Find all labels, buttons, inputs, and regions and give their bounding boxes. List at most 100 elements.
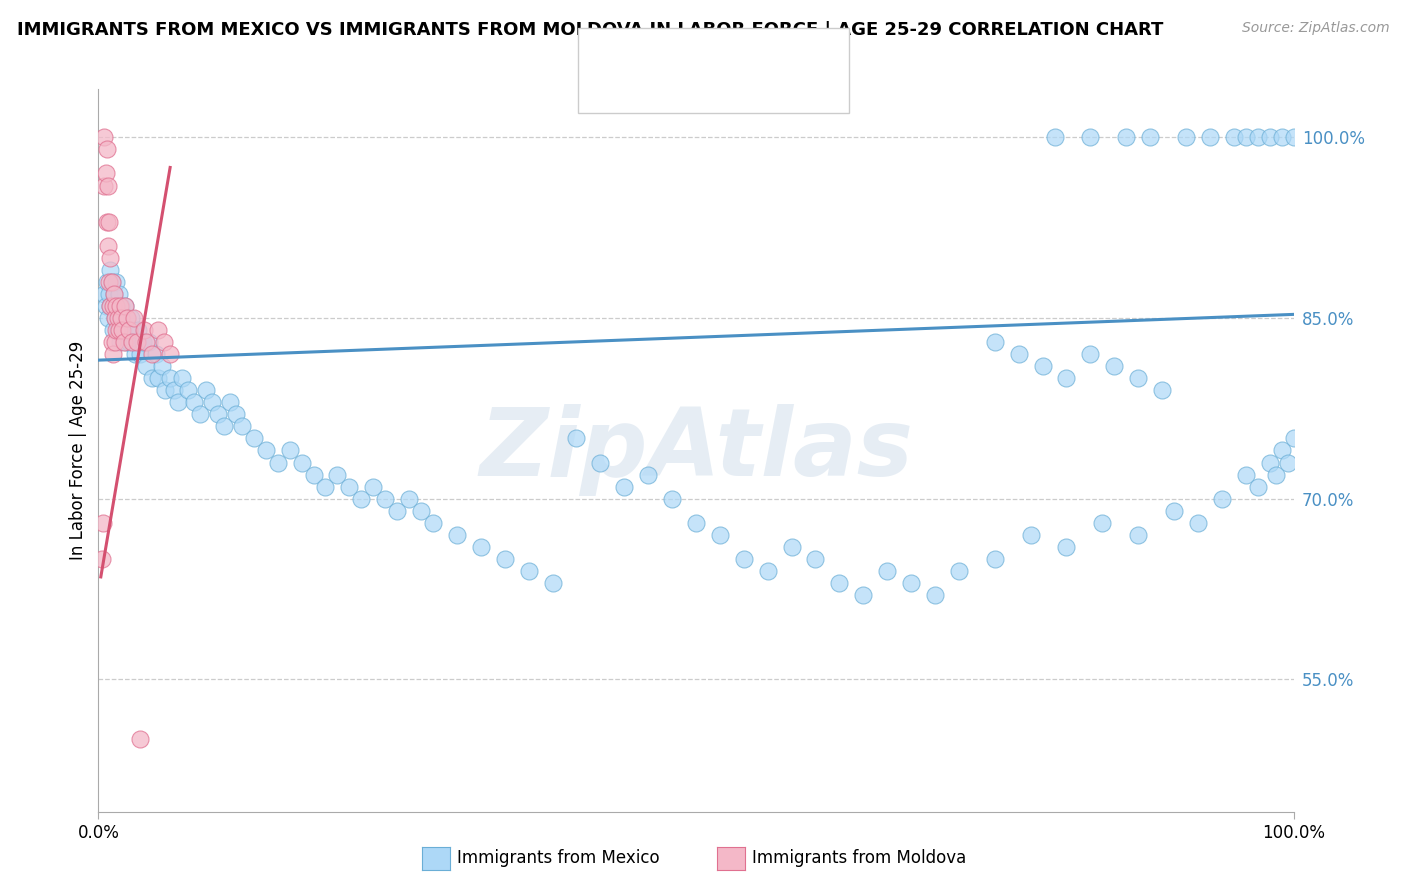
Point xyxy=(685,516,707,530)
Point xyxy=(150,359,173,373)
Point xyxy=(93,178,115,193)
Point xyxy=(104,311,127,326)
Point xyxy=(138,335,160,350)
Point xyxy=(1271,443,1294,458)
Point xyxy=(98,251,122,265)
Text: R =  0.513   N =  41: R = 0.513 N = 41 xyxy=(631,70,799,88)
Point xyxy=(1247,130,1270,145)
Point xyxy=(326,467,349,482)
Point xyxy=(101,323,124,337)
Point xyxy=(101,347,124,361)
Point xyxy=(1115,130,1137,145)
Point xyxy=(589,456,612,470)
Text: IMMIGRANTS FROM MEXICO VS IMMIGRANTS FROM MOLDOVA IN LABOR FORCE | AGE 25-29 COR: IMMIGRANTS FROM MEXICO VS IMMIGRANTS FRO… xyxy=(17,21,1163,38)
Point xyxy=(780,540,803,554)
Point xyxy=(254,443,277,458)
Point xyxy=(93,287,115,301)
Point xyxy=(121,335,143,350)
Y-axis label: In Labor Force | Age 25-29: In Labor Force | Age 25-29 xyxy=(69,341,87,560)
Text: R = 0.087   N = 126: R = 0.087 N = 126 xyxy=(631,43,799,61)
Point xyxy=(517,564,540,578)
Point xyxy=(110,311,132,326)
Point xyxy=(118,335,141,350)
Point xyxy=(1019,528,1042,542)
Point xyxy=(105,323,128,337)
Point xyxy=(398,491,420,506)
Point xyxy=(1080,347,1102,361)
Point xyxy=(132,323,155,337)
Point xyxy=(1128,528,1150,542)
Point xyxy=(148,371,170,385)
Point xyxy=(1104,359,1126,373)
Point xyxy=(108,335,131,350)
Point xyxy=(733,551,755,566)
Point xyxy=(1199,130,1222,145)
Point xyxy=(105,299,128,313)
Point xyxy=(94,166,117,180)
Point xyxy=(828,576,851,591)
Point xyxy=(278,443,301,458)
Point xyxy=(129,732,152,747)
Point xyxy=(291,456,314,470)
Point xyxy=(565,432,588,446)
Point xyxy=(103,287,125,301)
Point xyxy=(1247,480,1270,494)
Point xyxy=(1277,456,1299,470)
Point xyxy=(1258,130,1281,145)
Point xyxy=(1056,371,1078,385)
Point xyxy=(98,214,121,228)
Point xyxy=(231,419,253,434)
Point xyxy=(127,323,149,337)
Point xyxy=(98,287,121,301)
Point xyxy=(131,335,153,350)
Point xyxy=(1223,130,1246,145)
Point xyxy=(124,311,146,326)
Point xyxy=(212,419,235,434)
Point xyxy=(1056,540,1078,554)
Point xyxy=(541,576,564,591)
Point xyxy=(91,551,114,566)
Point xyxy=(207,407,229,422)
Point xyxy=(115,311,138,326)
Point xyxy=(114,299,136,313)
Point xyxy=(948,564,970,578)
Point xyxy=(188,407,211,422)
Point xyxy=(852,588,875,602)
Text: Source: ZipAtlas.com: Source: ZipAtlas.com xyxy=(1241,21,1389,35)
Point xyxy=(1234,130,1257,145)
Point xyxy=(177,384,200,398)
Point xyxy=(163,384,186,398)
Point xyxy=(155,384,177,398)
Point xyxy=(159,347,181,361)
Point xyxy=(924,588,946,602)
Point xyxy=(613,480,636,494)
Point xyxy=(1128,371,1150,385)
Point xyxy=(111,323,134,337)
Point xyxy=(97,178,120,193)
Point xyxy=(1008,347,1031,361)
Point xyxy=(135,335,157,350)
Point xyxy=(1080,130,1102,145)
Point xyxy=(121,323,143,337)
Point xyxy=(110,299,132,313)
Text: Immigrants from Moldova: Immigrants from Moldova xyxy=(752,849,966,867)
Point xyxy=(494,551,516,566)
Point xyxy=(315,480,337,494)
Point xyxy=(108,311,131,326)
Point xyxy=(96,275,118,289)
Text: ZipAtlas: ZipAtlas xyxy=(479,404,912,497)
Point xyxy=(243,432,266,446)
Point xyxy=(1175,130,1198,145)
Point xyxy=(637,467,659,482)
Point xyxy=(302,467,325,482)
Point xyxy=(148,323,170,337)
Point xyxy=(141,371,163,385)
Point xyxy=(114,299,136,313)
Point xyxy=(153,335,176,350)
Point xyxy=(135,359,157,373)
Point xyxy=(374,491,396,506)
Point xyxy=(103,287,125,301)
Point xyxy=(1258,456,1281,470)
Point xyxy=(1163,504,1185,518)
Point xyxy=(225,407,247,422)
